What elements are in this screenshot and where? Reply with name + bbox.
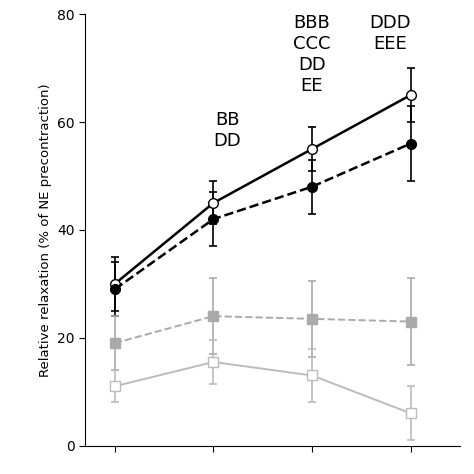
Text: BB
DD: BB DD <box>213 111 241 150</box>
Y-axis label: Relative relaxation (% of NE precontraction): Relative relaxation (% of NE precontract… <box>39 83 52 377</box>
Text: DDD
EEE: DDD EEE <box>369 14 410 53</box>
Text: BBB
CCC
DD
EE: BBB CCC DD EE <box>293 14 331 95</box>
